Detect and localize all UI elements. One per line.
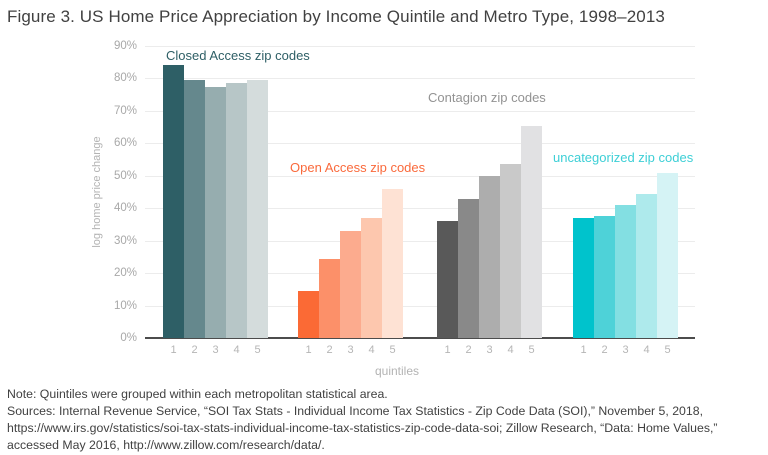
x-tick-row-uncategorized-zip-codes: 1 2 3 4 5 (573, 344, 678, 356)
x-tick-label-contagion-zip-codes-2: 2 (465, 344, 472, 356)
x-tick-label-contagion-zip-codes-5: 5 (528, 344, 535, 356)
x-tick-label-uncategorized-zip-codes-3: 3 (622, 344, 629, 356)
y-tick-label-60: 60% (113, 137, 137, 150)
x-tick-label-uncategorized-zip-codes-4: 4 (643, 344, 650, 356)
bar-open-access-zip-codes-q5 (382, 188, 403, 338)
x-axis-label: quintiles (374, 364, 420, 378)
x-tick-label-open-access-zip-codes-3: 3 (347, 344, 354, 356)
y-tick-label-50: 50% (113, 169, 137, 182)
x-tick-row-closed-access-zip-codes: 1 2 3 4 5 (163, 344, 268, 356)
bar-closed-access-zip-codes-q5 (247, 80, 268, 338)
y-tick-label-40: 40% (113, 202, 137, 215)
plot-area: quintiles 0% 10% 20% 30% 40% 50% 60% 70% 80% 90% 1… (114, 40, 695, 378)
bar-contagion-zip-codes-q2 (458, 198, 479, 338)
gridline-80 (145, 78, 695, 80)
x-tick-label-uncategorized-zip-codes-2: 2 (601, 344, 608, 356)
x-tick-label-open-access-zip-codes-2: 2 (326, 344, 333, 356)
x-tick-row-open-access-zip-codes: 1 2 3 4 5 (298, 344, 403, 356)
gridline-50 (145, 175, 695, 177)
series-label-uncategorized-zip-codes: uncategorized zip codes (553, 150, 694, 165)
x-tick-label-contagion-zip-codes-1: 1 (444, 344, 451, 356)
x-tick-label-closed-access-zip-codes-3: 3 (212, 344, 219, 356)
figure-sources: Sources: Internal Revenue Service, “SOI … (7, 404, 718, 452)
series-label-open-access-zip-codes: Open Access zip codes (290, 160, 426, 175)
x-tick-label-contagion-zip-codes-4: 4 (507, 344, 514, 356)
x-tick-label-closed-access-zip-codes-4: 4 (233, 344, 240, 356)
bar-uncategorized-zip-codes-q1 (573, 217, 594, 338)
y-tick-label-20: 20% (113, 267, 137, 280)
bar-uncategorized-zip-codes-q4 (636, 193, 657, 338)
gridline-20 (145, 273, 695, 275)
bar-uncategorized-zip-codes-q2 (594, 216, 615, 338)
x-tick-label-open-access-zip-codes-4: 4 (368, 344, 375, 356)
figure-note: Note: Quintiles were grouped within each… (7, 387, 388, 401)
bar-contagion-zip-codes-q5 (521, 125, 542, 338)
x-tick-label-uncategorized-zip-codes-5: 5 (664, 344, 671, 356)
bar-uncategorized-zip-codes-q5 (657, 172, 678, 338)
bar-contagion-zip-codes-q1 (437, 221, 458, 338)
gridline-40 (145, 208, 695, 210)
y-tick-label-80: 80% (113, 72, 137, 85)
bar-contagion-zip-codes-q4 (500, 164, 521, 338)
y-tick-label-70: 70% (113, 104, 137, 117)
figure-title: Figure 3. US Home Price Appreciation by … (7, 7, 665, 26)
x-tick-label-open-access-zip-codes-5: 5 (389, 344, 396, 356)
gridline-90 (145, 46, 695, 47)
x-axis-line (145, 337, 695, 339)
bar-uncategorized-zip-codes-q3 (615, 204, 636, 338)
bar-open-access-zip-codes-q1 (298, 290, 319, 338)
series-label-contagion-zip-codes: Contagion zip codes (428, 90, 546, 105)
bar-open-access-zip-codes-q3 (340, 230, 361, 338)
bar-group-closed-access-zip-codes (163, 65, 268, 338)
y-tick-label-10: 10% (113, 299, 137, 312)
bar-closed-access-zip-codes-q3 (205, 86, 226, 338)
gridline-60 (145, 143, 695, 145)
series-label-closed-access-zip-codes: Closed Access zip codes (166, 48, 310, 63)
bar-closed-access-zip-codes-q2 (184, 80, 205, 338)
bar-group-open-access-zip-codes (298, 188, 403, 338)
bar-open-access-zip-codes-q4 (361, 217, 382, 338)
bar-closed-access-zip-codes-q4 (226, 83, 247, 338)
bar-group-contagion-zip-codes (437, 125, 542, 338)
x-tick-label-uncategorized-zip-codes-1: 1 (580, 344, 587, 356)
x-tick-label-closed-access-zip-codes-1: 1 (170, 344, 177, 356)
gridline-10 (145, 305, 695, 307)
x-tick-label-contagion-zip-codes-3: 3 (486, 344, 493, 356)
x-tick-label-open-access-zip-codes-1: 1 (305, 344, 312, 356)
y-tick-label-90: 90% (113, 40, 137, 52)
x-tick-label-closed-access-zip-codes-5: 5 (254, 344, 261, 356)
gridline-30 (145, 240, 695, 242)
x-tick-label-closed-access-zip-codes-2: 2 (191, 344, 198, 356)
bar-closed-access-zip-codes-q1 (163, 65, 184, 338)
y-tick-label-0: 0% (120, 332, 137, 344)
bar-chart: log home price change quintiles 0% 10% 20%… (0, 30, 768, 382)
y-axis-label: log home price change (91, 136, 103, 248)
bar-open-access-zip-codes-q2 (319, 258, 340, 338)
figure-footnotes: Note: Quintiles were grouped within each… (7, 386, 764, 454)
bar-group-uncategorized-zip-codes (573, 172, 678, 338)
x-tick-row-contagion-zip-codes: 1 2 3 4 5 (437, 344, 542, 356)
bar-contagion-zip-codes-q3 (479, 175, 500, 338)
gridline-70 (145, 110, 695, 112)
y-tick-label-30: 30% (113, 234, 137, 247)
